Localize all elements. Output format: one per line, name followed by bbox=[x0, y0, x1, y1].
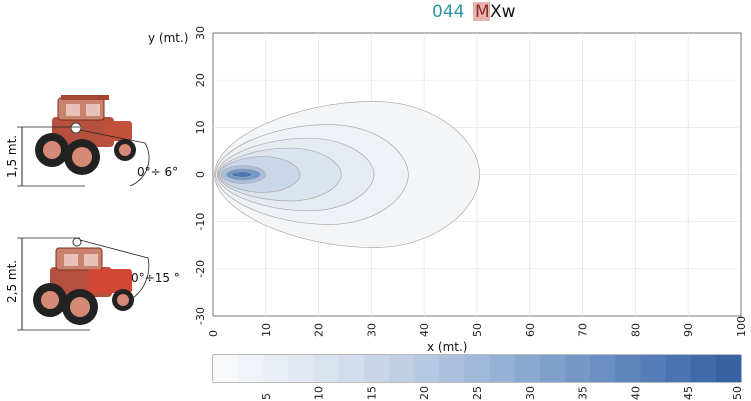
tractor-1: 1,5 mt. 0°÷ 6° bbox=[5, 95, 178, 187]
x-tick-label: 70 bbox=[577, 323, 590, 337]
colorbar-segment bbox=[213, 355, 239, 382]
tractor-height-label: 2,5 mt. bbox=[5, 260, 19, 303]
colorbar-tick-label: 15 bbox=[365, 386, 378, 400]
colorbar-segment bbox=[439, 355, 465, 382]
colorbar-segment bbox=[363, 355, 390, 382]
colorbar-segment bbox=[539, 355, 566, 382]
y-tick-label: -20 bbox=[194, 260, 207, 278]
model-prefix: M bbox=[475, 2, 490, 22]
colorbar-segment bbox=[665, 355, 692, 382]
colorbar-segment bbox=[263, 355, 289, 382]
x-tick-label: 30 bbox=[365, 323, 378, 337]
tractor-icon bbox=[33, 247, 134, 325]
tractor-2: 2,5 mt. 0°÷15 ° bbox=[5, 237, 180, 331]
colorbar-segment bbox=[590, 355, 616, 382]
angle-arc bbox=[79, 239, 150, 301]
colorbar-segment bbox=[238, 355, 264, 382]
tractor-icon bbox=[35, 95, 136, 175]
colorbar-segment bbox=[338, 355, 365, 382]
y-tick-label: 20 bbox=[194, 73, 207, 87]
colorbar-segment bbox=[288, 355, 315, 382]
contour-level-45 bbox=[231, 171, 253, 178]
colorbar-segment bbox=[690, 355, 717, 382]
colorbar-segment bbox=[489, 355, 516, 382]
product-code: 044 bbox=[432, 2, 464, 22]
colorbar-tick-label: 40 bbox=[629, 386, 642, 400]
tractor-height-label: 1,5 mt. bbox=[5, 135, 19, 178]
colorbar-tick-label: 20 bbox=[418, 386, 431, 400]
y-tick-label: -10 bbox=[194, 213, 207, 231]
x-tick-label: 40 bbox=[418, 323, 431, 337]
x-tick-label: 80 bbox=[629, 323, 642, 337]
colorbar-segment bbox=[615, 355, 641, 382]
y-tick-label: 0 bbox=[194, 171, 207, 178]
model-prefix-highlight bbox=[473, 2, 490, 21]
y-tick-label: 10 bbox=[194, 120, 207, 134]
y-axis-title: y (mt.) bbox=[148, 31, 189, 45]
colorbar-tick-label: 10 bbox=[313, 386, 326, 400]
colorbar-segment bbox=[715, 355, 742, 382]
y-tick-label: -30 bbox=[194, 307, 207, 325]
colorbar: 5 10 15 20 25 30 35 40 45 50 bbox=[213, 355, 744, 400]
x-axis-title: x (mt.) bbox=[427, 340, 468, 354]
y-tick-label: 30 bbox=[194, 26, 207, 40]
x-tick-label: 0 bbox=[207, 330, 220, 337]
x-tick-label: 90 bbox=[682, 323, 695, 337]
colorbar-segment bbox=[313, 355, 340, 382]
colorbar-tick-label: 30 bbox=[524, 386, 537, 400]
contour-layer bbox=[214, 101, 480, 248]
x-tick-label: 20 bbox=[313, 323, 326, 337]
tick-labels: 0 10 20 30 40 50 60 70 80 90 100 -30 -20 -10 0 10 20 30 bbox=[194, 26, 748, 337]
lamp-icon bbox=[72, 237, 82, 247]
colorbar-tick-label: 50 bbox=[731, 386, 744, 400]
x-tick-label: 10 bbox=[260, 323, 273, 337]
colorbar-segment bbox=[389, 355, 415, 382]
model-suffix: Xw bbox=[490, 2, 516, 22]
colorbar-tick-label: 5 bbox=[260, 393, 273, 400]
colorbar-segment bbox=[640, 355, 667, 382]
x-tick-label: 100 bbox=[735, 316, 748, 337]
tractor-angle-label: 0°÷ 6° bbox=[137, 165, 178, 179]
x-tick-label: 50 bbox=[471, 323, 484, 337]
colorbar-tick-label: 45 bbox=[682, 386, 695, 400]
angle-arc bbox=[79, 129, 150, 187]
colorbar-segment bbox=[414, 355, 440, 382]
colorbar-tick-label: 25 bbox=[471, 386, 484, 400]
colorbar-segment bbox=[464, 355, 491, 382]
tractor-angle-label: 0°÷15 ° bbox=[131, 271, 180, 285]
colorbar-segment bbox=[514, 355, 541, 382]
colorbar-tick-label: 35 bbox=[577, 386, 590, 400]
x-tick-label: 60 bbox=[524, 323, 537, 337]
colorbar-segment bbox=[565, 355, 591, 382]
